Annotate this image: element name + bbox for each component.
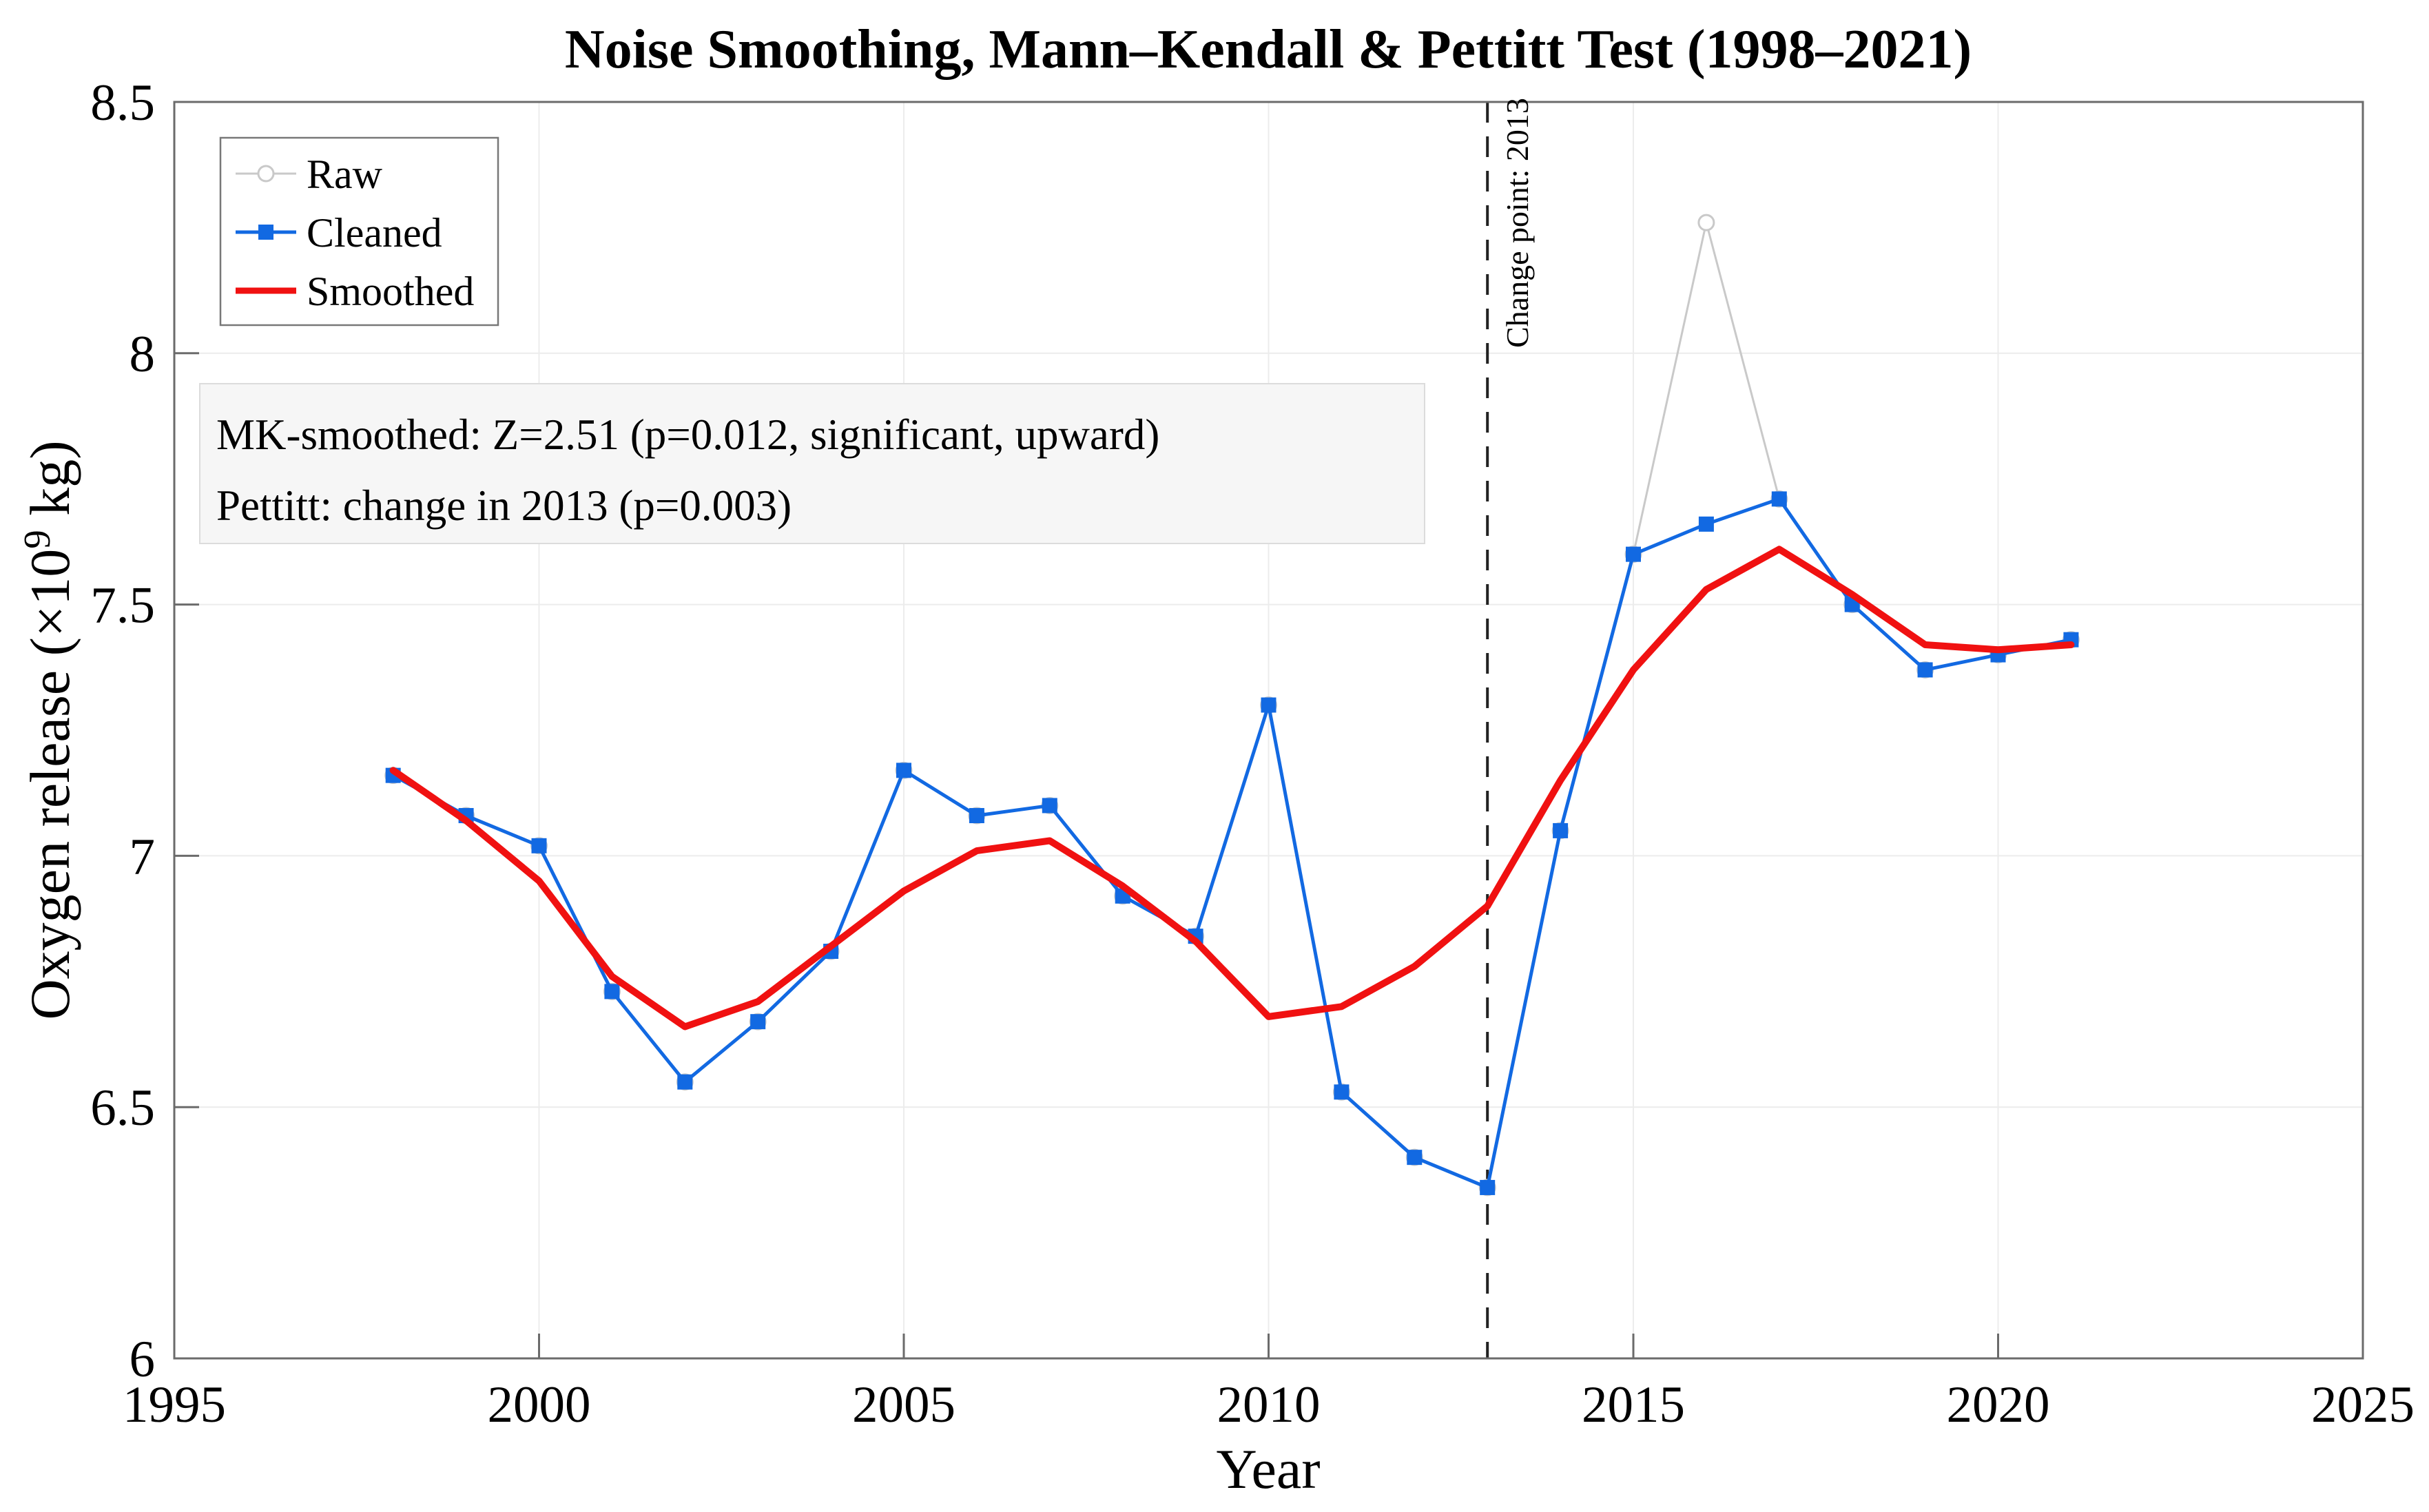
x-axis-label: Year (1216, 1438, 1320, 1500)
cleaned-point-2001 (604, 984, 620, 1000)
cleaned-marker-icon (258, 225, 273, 240)
stats-annotation: MK-smoothed: Z=2.51 (p=0.012, significan… (199, 383, 1425, 544)
change-point-label: Change point: 2013 (1500, 98, 1535, 348)
cleaned-point-2017 (1771, 491, 1787, 507)
y-tick-label-8.5: 8.5 (90, 74, 155, 132)
x-tick-label-2025: 2025 (2311, 1376, 2415, 1433)
cleaned-point-2003 (750, 1014, 766, 1030)
legend-label-raw: Raw (307, 152, 383, 197)
cleaned-point-2014 (1553, 822, 1569, 838)
x-tick-label-2020: 2020 (1947, 1376, 2050, 1433)
cleaned-point-2019 (1917, 662, 1933, 678)
raw-point-2016 (1697, 214, 1715, 231)
cleaned-point-2010 (1261, 697, 1276, 713)
x-tick-label-2010: 2010 (1217, 1376, 1321, 1433)
cleaned-point-2006 (969, 808, 984, 824)
y-axis-label-unit: kg) (19, 440, 81, 530)
gridlines (174, 102, 2363, 1358)
cleaned-series-line (392, 497, 2071, 1190)
y-tick-label-8: 8 (130, 326, 156, 383)
legend-item-raw: Raw (236, 152, 383, 197)
cleaned-point-2002 (677, 1074, 693, 1090)
y-tick-label-6: 6 (130, 1331, 156, 1388)
smoothed-series-line (389, 546, 2075, 1031)
legend-item-cleaned: Cleaned (236, 210, 442, 256)
mk-test-result: MK-smoothed: Z=2.51 (p=0.012, significan… (216, 411, 1159, 459)
x-tick-label-1995: 1995 (123, 1376, 226, 1433)
legend-label-smoothed: Smoothed (307, 269, 474, 314)
axis-tick-labels: 1995 2000 2005 2010 2015 2020 2025 6 6.5 7 7.5 8 8.5 (90, 74, 2415, 1433)
cleaned-point-2005 (896, 763, 911, 778)
data-series (384, 214, 2080, 1197)
cleaned-point-2012 (1407, 1150, 1423, 1166)
axis-ticks (173, 101, 2364, 1360)
y-tick-label-6.5: 6.5 (90, 1079, 155, 1137)
cleaned-point-2000 (531, 838, 547, 853)
x-tick-label-2015: 2015 (1582, 1376, 1685, 1433)
stats-annotation-box (199, 383, 1425, 544)
cleaned-point-2007 (1042, 798, 1057, 814)
cleaned-point-2013 (1480, 1179, 1496, 1195)
x-tick-label-2000: 2000 (488, 1376, 591, 1433)
pettitt-test-result: Pettitt: change in 2013 (p=0.003) (216, 481, 792, 530)
y-axis-label-main: Oxygen release (×10 (19, 549, 81, 1020)
raw-series-line (392, 222, 2071, 1190)
legend-item-smoothed: Smoothed (236, 269, 474, 314)
y-axis-label: Oxygen release (×109 kg) (16, 440, 81, 1019)
y-axis-label-superscript: 9 (16, 530, 58, 549)
chart-title: Noise Smoothing, Mann–Kendall & Pettitt … (565, 19, 1972, 80)
legend: Raw Cleaned Smoothed (219, 136, 499, 327)
y-tick-label-7: 7 (130, 828, 156, 885)
legend-label-cleaned: Cleaned (307, 210, 442, 256)
y-tick-label-7.5: 7.5 (90, 577, 155, 634)
x-tick-label-2005: 2005 (852, 1376, 955, 1433)
cleaned-point-2015 (1626, 546, 1641, 562)
cleaned-point-2011 (1334, 1084, 1350, 1100)
cleaned-point-2016 (1698, 516, 1714, 532)
raw-marker-icon (257, 165, 275, 183)
